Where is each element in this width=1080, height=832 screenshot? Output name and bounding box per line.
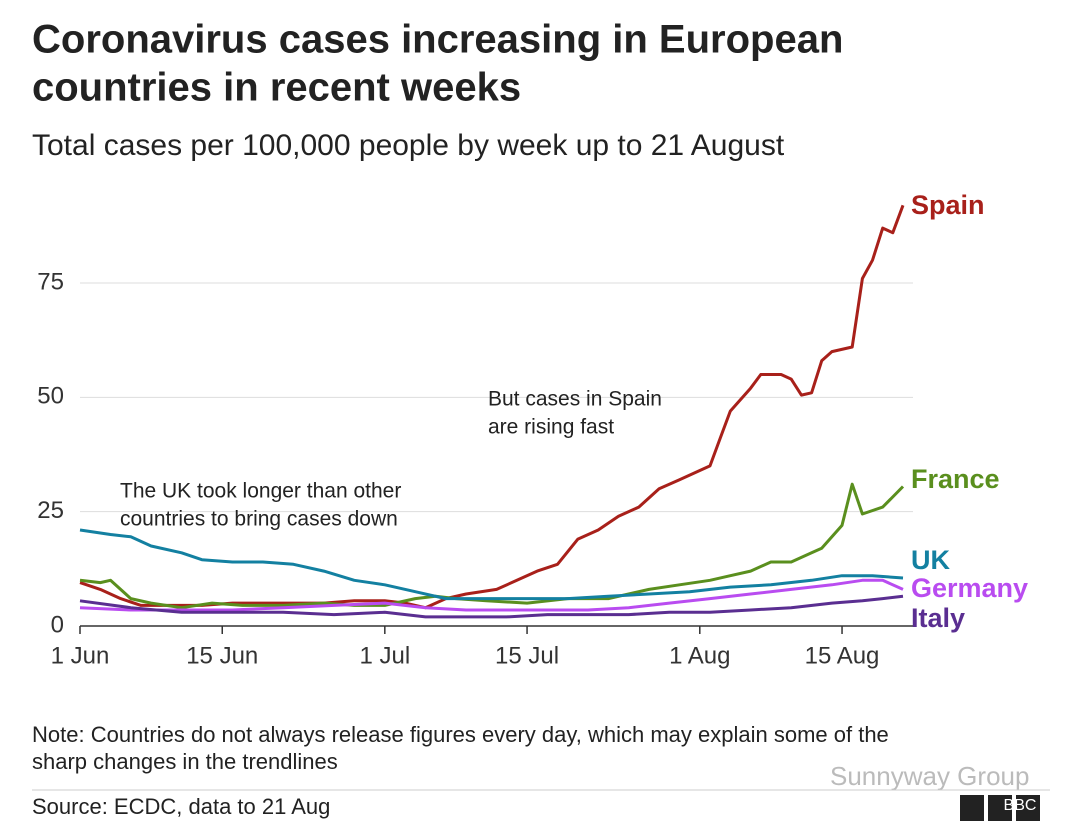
series-line [79, 204, 905, 610]
note: sharp changes in the trendlines [32, 749, 338, 774]
x-tick-label: 1 Jul [359, 642, 410, 669]
logo: BBC [960, 795, 1040, 821]
legend-label: Spain [911, 190, 985, 220]
watermark: Sunnyway Group [830, 761, 1029, 791]
series-line [79, 482, 905, 610]
logo-text: BBC [1004, 797, 1037, 814]
series-line [79, 578, 904, 612]
legend-label: UK [911, 545, 950, 575]
series-line [79, 594, 904, 619]
annotation: The UK took longer than other [120, 480, 401, 503]
x-tick-label: 15 Jul [495, 642, 559, 669]
y-tick-label: 75 [37, 268, 64, 295]
annotation: countries to bring cases down [120, 508, 398, 531]
chart-title: Coronavirus cases increasing in European [32, 18, 843, 62]
chart-subtitle: Total cases per 100,000 people by week u… [32, 129, 785, 162]
source: Source: ECDC, data to 21 Aug [32, 794, 330, 819]
annotation: are rising fast [488, 416, 614, 439]
chart-title: countries in recent weeks [32, 66, 521, 110]
x-tick-label: 1 Jun [51, 642, 110, 669]
x-tick-label: 15 Jun [186, 642, 258, 669]
x-tick-label: 1 Aug [669, 642, 730, 669]
y-tick-label: 0 [51, 611, 64, 638]
y-tick-label: 25 [37, 497, 64, 524]
annotation: But cases in Spain [488, 388, 662, 411]
legend-label: France [911, 464, 1000, 494]
legend-label: Italy [911, 603, 965, 633]
legend-label: Germany [911, 573, 1028, 603]
series-line [79, 528, 904, 601]
y-tick-label: 50 [37, 383, 64, 410]
x-tick-label: 15 Aug [805, 642, 880, 669]
note: Note: Countries do not always release fi… [32, 722, 889, 747]
